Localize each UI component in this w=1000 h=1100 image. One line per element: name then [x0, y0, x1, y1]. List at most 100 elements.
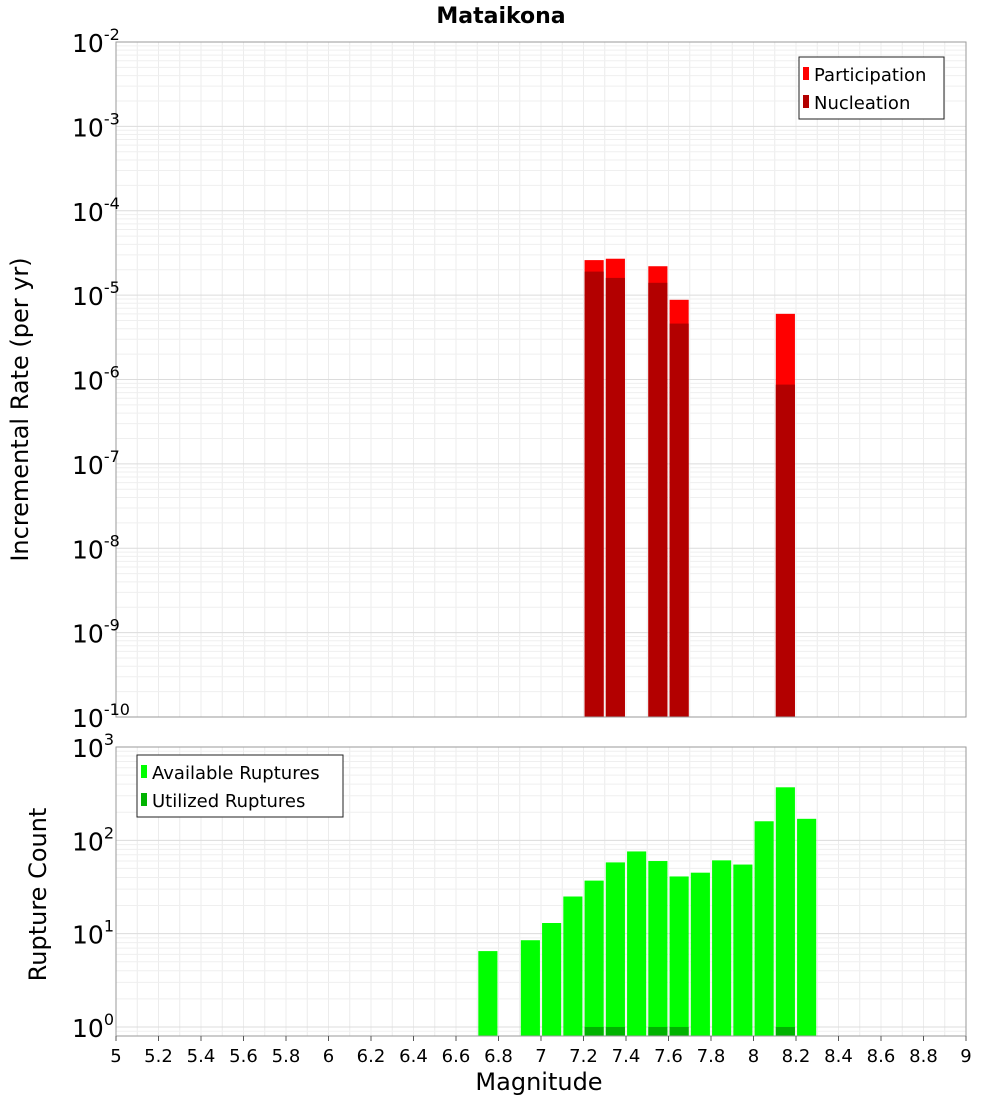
x-tick-label: 6.2	[357, 1046, 386, 1067]
bottom-y-tick-base: 10	[72, 1014, 104, 1043]
x-tick-label: 7.6	[654, 1046, 683, 1067]
top-bar-nucleation	[669, 323, 689, 717]
x-tick-label: 5.6	[229, 1046, 258, 1067]
bottom-y-tick-label: 102	[72, 823, 114, 856]
bottom-bar-available-ruptures	[754, 821, 774, 1036]
frame-layer	[115, 41, 967, 1041]
top-y-tick-exponent: -10	[104, 700, 130, 719]
x-tick-label: 8.8	[909, 1046, 938, 1067]
top-y-tick-label: 10-6	[72, 363, 120, 396]
x-tick-label: 5.8	[272, 1046, 301, 1067]
x-tick-label: 8	[748, 1046, 759, 1067]
top-y-tick-base: 10	[72, 282, 104, 311]
bottom-bar-available-ruptures	[605, 862, 625, 1036]
top-y-tick-label: 10-5	[72, 278, 120, 311]
bottom-legend-swatch	[141, 793, 147, 806]
top-legend-swatch	[803, 95, 809, 108]
bottom-bar-available-ruptures	[733, 864, 753, 1036]
top-y-tick-exponent: -7	[104, 447, 120, 466]
x-tick-label: 6.8	[484, 1046, 513, 1067]
top-bar-nucleation	[775, 384, 795, 717]
bottom-bar-available-ruptures	[669, 876, 689, 1036]
bottom-bar-utilized-ruptures	[605, 1026, 625, 1036]
top-legend-box	[798, 56, 945, 120]
top-plot-frame	[115, 41, 967, 718]
x-tick-label: 7.4	[612, 1046, 641, 1067]
top-legend-swatch	[803, 67, 809, 80]
x-tick-label: 6.6	[442, 1046, 471, 1067]
bottom-legend-box	[136, 754, 344, 818]
bottom-y-tick-label: 100	[72, 1010, 114, 1043]
top-y-tick-label: 10-7	[72, 447, 120, 480]
bottom-y-tick-exponent: 0	[104, 1010, 114, 1029]
chart-title: Mataikona	[436, 4, 565, 29]
bottom-bar-available-ruptures	[627, 851, 647, 1036]
top-y-tick-base: 10	[72, 113, 104, 142]
top-y-tick-base: 10	[72, 620, 104, 649]
top-y-tick-exponent: -9	[104, 616, 120, 635]
x-tick-label: 7.8	[697, 1046, 726, 1067]
bottom-legend-label: Utilized Ruptures	[152, 791, 305, 812]
grid-layer	[115, 41, 967, 1037]
top-y-tick-exponent: -4	[104, 194, 120, 213]
bottom-y-tick-label: 101	[72, 917, 114, 950]
bottom-y-tick-base: 10	[72, 921, 104, 950]
x-tick-label: 7	[535, 1046, 546, 1067]
bottom-bar-available-ruptures	[563, 896, 583, 1036]
top-bar-nucleation	[584, 271, 604, 717]
top-y-tick-label: 10-10	[72, 700, 130, 733]
x-tick-label: 9	[960, 1046, 971, 1067]
bottom-bar-available-ruptures	[584, 880, 604, 1036]
x-axis-title: Magnitude	[475, 1068, 602, 1096]
text-layer: Mataikona10-1010-910-810-710-610-510-410…	[6, 4, 972, 1096]
top-y-tick-exponent: -5	[104, 278, 120, 297]
bottom-legend-swatch	[141, 765, 147, 778]
top-y-tick-base: 10	[72, 29, 104, 58]
bottom-bar-available-ruptures	[797, 818, 817, 1036]
top-y-tick-exponent: -6	[104, 363, 120, 382]
x-tick-label: 5	[110, 1046, 121, 1067]
top-y-tick-exponent: -3	[104, 109, 120, 128]
bottom-bar-available-ruptures	[690, 872, 710, 1036]
top-y-axis-title: Incremental Rate (per yr)	[6, 257, 34, 561]
x-tick-label: 5.4	[187, 1046, 216, 1067]
bottom-y-axis-title: Rupture Count	[24, 808, 52, 982]
bottom-bar-utilized-ruptures	[669, 1026, 689, 1036]
bottom-bar-available-ruptures	[478, 951, 498, 1036]
bottom-y-tick-exponent: 3	[104, 730, 114, 749]
bottom-y-tick-base: 10	[72, 734, 104, 763]
bottom-bar-available-ruptures	[520, 940, 540, 1036]
bottom-y-tick-label: 103	[72, 730, 114, 763]
bottom-bar-utilized-ruptures	[775, 1026, 795, 1036]
top-y-tick-exponent: -8	[104, 531, 120, 550]
top-bar-nucleation	[648, 282, 668, 717]
x-tick-label: 8.6	[867, 1046, 896, 1067]
x-tick-label: 8.2	[782, 1046, 811, 1067]
x-tick-label: 5.2	[144, 1046, 173, 1067]
x-tick-label: 8.4	[824, 1046, 853, 1067]
bottom-bar-available-ruptures	[542, 923, 562, 1036]
bottom-bar-available-ruptures	[648, 861, 668, 1036]
x-tick-label: 6	[323, 1046, 334, 1067]
bottom-bar-available-ruptures	[775, 787, 795, 1036]
top-y-tick-exponent: -2	[104, 25, 120, 44]
top-legend-label: Nucleation	[814, 93, 910, 114]
top-y-tick-label: 10-4	[72, 194, 120, 227]
top-y-tick-label: 10-8	[72, 531, 120, 564]
top-y-tick-base: 10	[72, 367, 104, 396]
bottom-y-tick-base: 10	[72, 827, 104, 856]
bottom-legend-label: Available Ruptures	[152, 763, 320, 784]
top-y-tick-label: 10-2	[72, 25, 120, 58]
bottom-bar-utilized-ruptures	[648, 1026, 668, 1036]
bottom-y-tick-exponent: 2	[104, 823, 114, 842]
top-y-tick-base: 10	[72, 198, 104, 227]
bottom-y-tick-exponent: 1	[104, 917, 114, 936]
top-y-tick-label: 10-9	[72, 616, 120, 649]
legend-layer: Participation Nucleation Available Rupture…	[136, 56, 945, 818]
bars-layer	[478, 258, 817, 1036]
top-y-tick-label: 10-3	[72, 109, 120, 142]
x-tick-label: 6.4	[399, 1046, 428, 1067]
bottom-bar-available-ruptures	[712, 860, 732, 1036]
bottom-bar-utilized-ruptures	[584, 1026, 604, 1036]
